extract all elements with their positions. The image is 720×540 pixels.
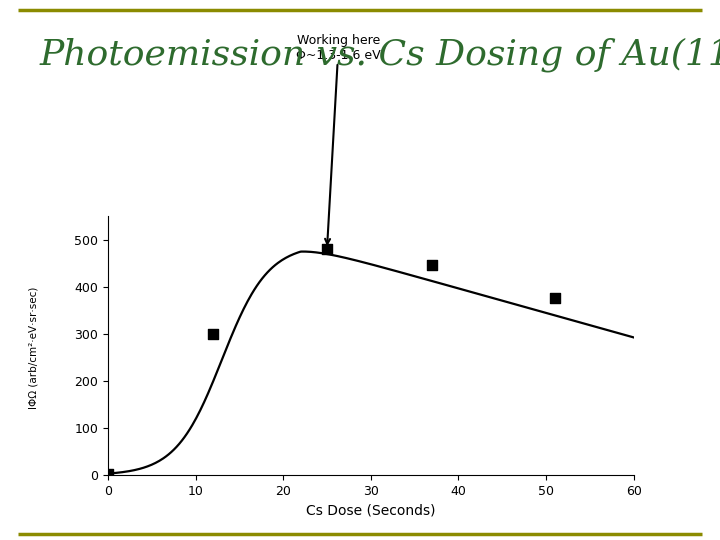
Point bbox=[321, 245, 333, 253]
Text: Working here
Φ~1.3-1.6 eV: Working here Φ~1.3-1.6 eV bbox=[296, 34, 381, 244]
Text: IΦΩ (arb/cm²·eV·sr·sec): IΦΩ (arb/cm²·eV·sr·sec) bbox=[29, 287, 39, 409]
Point bbox=[549, 294, 560, 303]
X-axis label: Cs Dose (Seconds): Cs Dose (Seconds) bbox=[306, 503, 436, 517]
Point bbox=[207, 329, 219, 338]
Point bbox=[426, 261, 438, 270]
Point bbox=[102, 470, 114, 478]
Text: Photoemission vs. Cs Dosing of Au(111): Photoemission vs. Cs Dosing of Au(111) bbox=[40, 38, 720, 72]
